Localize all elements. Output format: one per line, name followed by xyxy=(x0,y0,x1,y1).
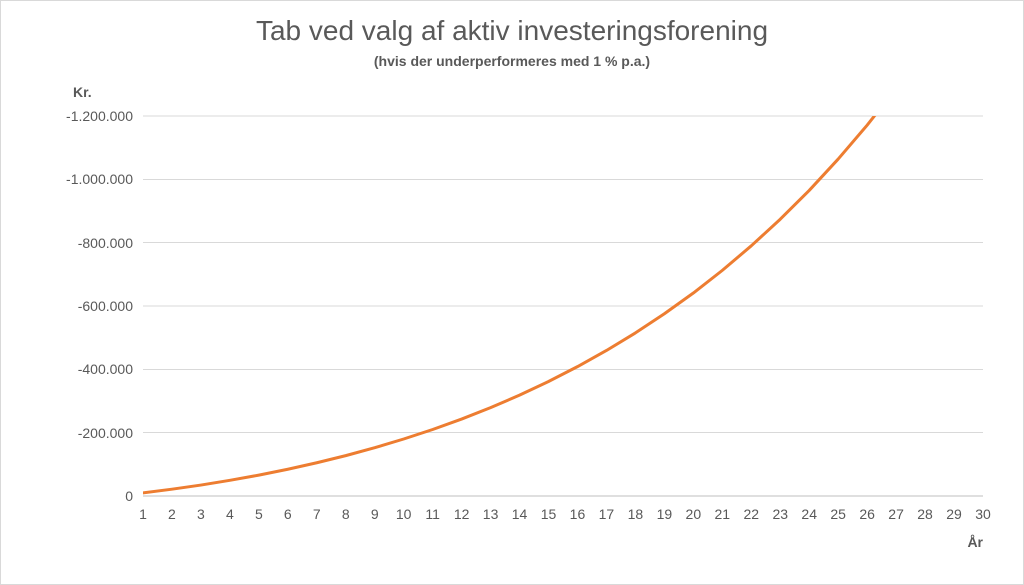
x-tick-label: 3 xyxy=(197,506,205,522)
x-tick-label: 13 xyxy=(483,506,499,522)
y-tick-label: -800.000 xyxy=(23,235,133,251)
x-tick-label: 5 xyxy=(255,506,263,522)
series-line xyxy=(143,0,983,493)
y-tick-label: -600.000 xyxy=(23,298,133,314)
x-tick-label: 1 xyxy=(139,506,147,522)
x-tick-label: 21 xyxy=(715,506,731,522)
x-tick-label: 2 xyxy=(168,506,176,522)
chart-title: Tab ved valg af aktiv investeringsforeni… xyxy=(1,15,1023,47)
x-tick-label: 17 xyxy=(599,506,615,522)
line-svg xyxy=(143,116,983,496)
x-tick-label: 27 xyxy=(888,506,904,522)
x-tick-label: 14 xyxy=(512,506,528,522)
y-axis-unit-label: Kr. xyxy=(73,84,92,100)
chart-subtitle: (hvis der underperformeres med 1 % p.a.) xyxy=(1,53,1023,69)
x-tick-label: 25 xyxy=(830,506,846,522)
y-tick-label: -1.000.000 xyxy=(23,171,133,187)
y-tick-label: -200.000 xyxy=(23,425,133,441)
x-tick-label: 16 xyxy=(570,506,586,522)
x-tick-label: 28 xyxy=(917,506,933,522)
y-tick-label: -1.200.000 xyxy=(23,108,133,124)
x-tick-label: 15 xyxy=(541,506,557,522)
x-axis-unit-label: År xyxy=(967,534,983,550)
x-tick-label: 18 xyxy=(628,506,644,522)
x-tick-label: 9 xyxy=(371,506,379,522)
x-tick-label: 11 xyxy=(425,506,440,522)
x-tick-label: 23 xyxy=(772,506,788,522)
x-tick-label: 7 xyxy=(313,506,321,522)
x-tick-label: 19 xyxy=(657,506,673,522)
x-tick-label: 22 xyxy=(743,506,759,522)
x-tick-label: 26 xyxy=(859,506,875,522)
plot-area: -1.200.000-1.000.000-800.000-600.000-400… xyxy=(143,116,983,496)
x-tick-label: 30 xyxy=(975,506,991,522)
y-tick-label: -400.000 xyxy=(23,361,133,377)
x-tick-label: 6 xyxy=(284,506,292,522)
x-tick-label: 10 xyxy=(396,506,412,522)
x-tick-label: 24 xyxy=(801,506,817,522)
x-tick-label: 20 xyxy=(686,506,702,522)
x-tick-label: 4 xyxy=(226,506,234,522)
x-tick-label: 12 xyxy=(454,506,470,522)
chart-frame: Tab ved valg af aktiv investeringsforeni… xyxy=(0,0,1024,585)
x-tick-label: 8 xyxy=(342,506,350,522)
y-tick-label: 0 xyxy=(23,488,133,504)
x-tick-label: 29 xyxy=(946,506,962,522)
